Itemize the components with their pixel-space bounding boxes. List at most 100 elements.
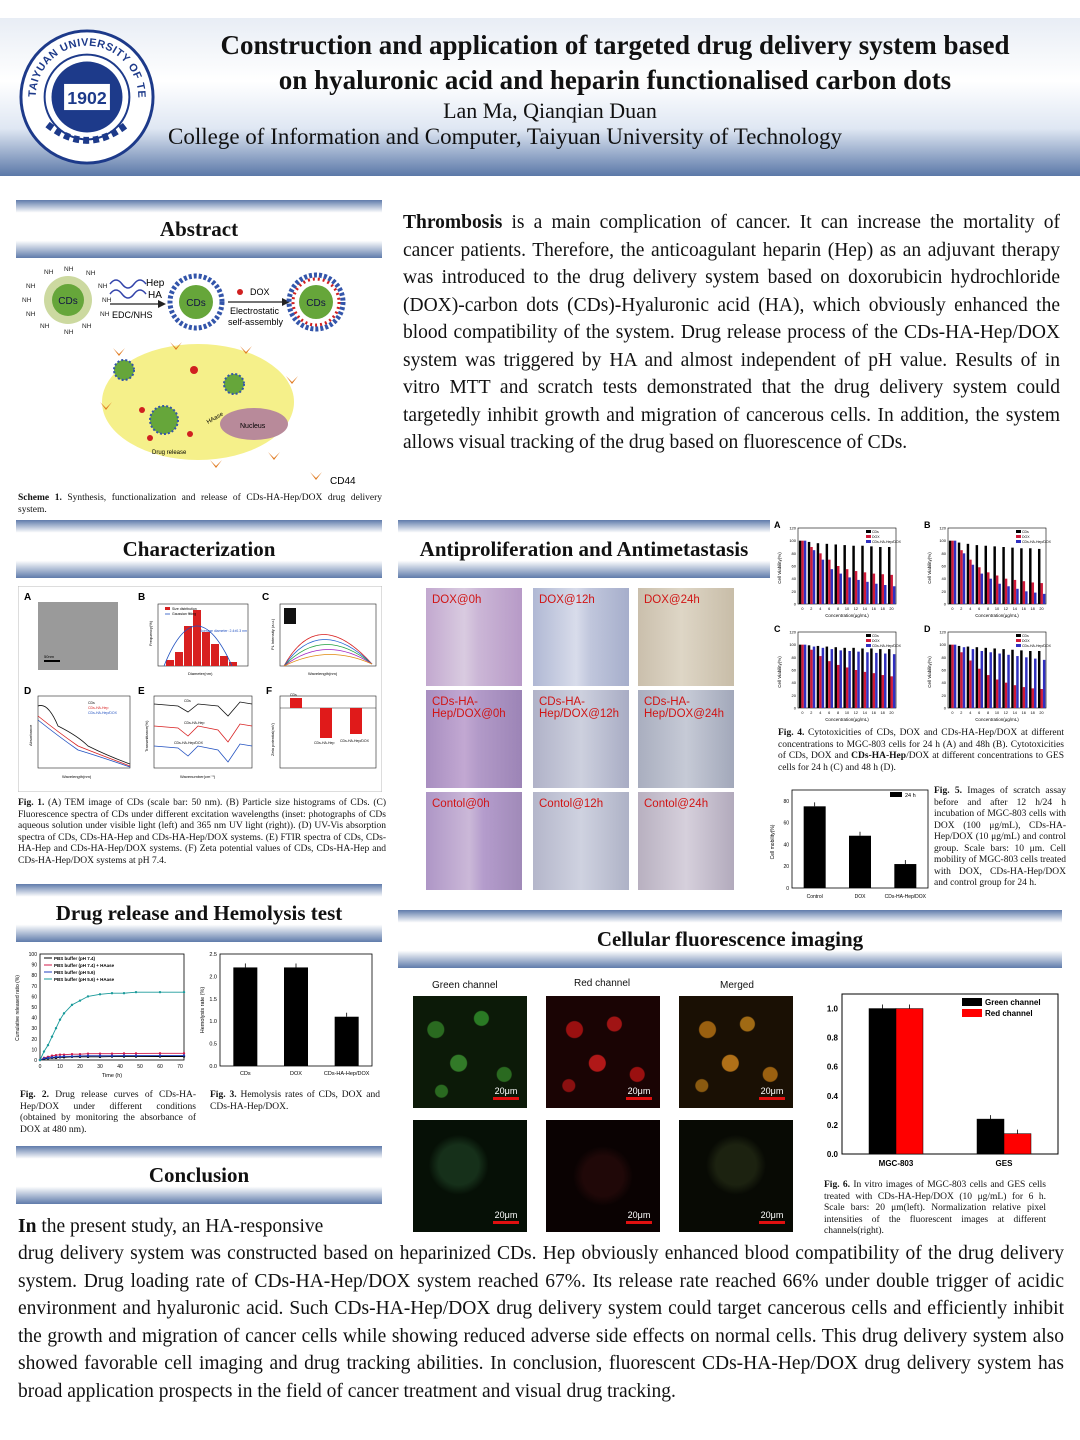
fig4-x-tick: 10 [845,607,849,611]
fig2-point [42,1050,46,1053]
poster-title: Construction and application of targeted… [160,28,1070,98]
merged-label: Merged [720,980,754,991]
svg-text:Nucleus: Nucleus [240,423,266,430]
fig4-x-tick: 16 [872,607,876,611]
fig2-y-tick: 90 [31,963,37,969]
fig2-point [50,1035,54,1038]
drug-release-heading: Drug release and Hemolysis test [16,884,382,942]
fig4-bar [821,559,825,604]
fig4-panel-letter: D [924,624,931,634]
fig4-legend-label: CDs [1022,634,1029,638]
svg-text:CDs: CDs [306,298,325,309]
fig2-point [62,1012,66,1015]
fig2-point [158,1052,162,1055]
fig5-bar [849,835,871,888]
fig4-bar [834,544,838,604]
svg-text:Gaussian fitting: Gaussian fitting [172,612,196,616]
fig4-bar [798,540,802,604]
fig6-caption: Fig. 6. In vitro images of MGC-803 cells… [824,1180,1047,1236]
fig4-bar [801,644,804,708]
svg-text:CDs-HA-Hep: CDs-HA-Hep [88,706,108,710]
fig4-bar [881,675,885,708]
fig3-y-tick: 1.0 [209,1019,217,1025]
fig4-bar [875,583,878,604]
fig2-point [54,1055,58,1059]
fig2-y-tick: 40 [31,1016,37,1022]
fig4-y-tick: 120 [939,630,946,635]
fig4-bar [995,575,999,604]
fig4-bar [810,547,813,604]
svg-text:Electrostatic: Electrostatic [230,306,280,316]
fig4-bar [978,668,981,708]
fig2-point [62,1055,66,1058]
svg-text:CDs: CDs [290,693,297,697]
fig4-bar [951,540,954,604]
fig2-x-tick: 40 [117,1064,123,1070]
fig4-x-tick: 20 [1039,607,1043,611]
svg-text:CDs: CDs [186,298,205,309]
fig4-bar [887,547,891,604]
fig3-x-tick: DOX [290,1071,302,1077]
fig4-bar [879,547,882,604]
fig4-bar [948,540,952,604]
fig4-bar [879,649,882,708]
fig4-y-tick: 0 [794,602,797,607]
scratch-image-dox-0h: DOX@0h [426,588,522,686]
affiliation: College of Information and Computer, Tai… [168,124,843,149]
fig4-bar [995,679,999,708]
fig4-y-tick: 120 [789,630,796,635]
fig4-bar [828,559,831,604]
fig4-legend-swatch [1016,535,1021,538]
fig4-y-tick: 80 [792,655,797,660]
fig4-y-tick: 80 [942,551,947,556]
fig4-bar [1013,685,1017,708]
fig4-bar [798,644,802,708]
edc-label: EDC/NHS [112,310,153,320]
fig4-legend-swatch [866,639,871,642]
fig2-point [78,1054,82,1058]
svg-text:CDs-HA-Hep: CDs-HA-Hep [314,741,334,745]
fig1-panels: A B C D E F 50nm Size distribution Gauss… [18,586,382,792]
fig4-y-tick: 0 [944,706,947,711]
fig4-bar [1025,591,1028,604]
fig4-bar [848,577,851,604]
fig2-y-tick: 20 [31,1037,37,1043]
cd44-label: CD44 [330,476,356,487]
fig4-y-label: Cell Viability(%) [927,656,932,688]
fig2-legend-label: PBS buffer (pH 7.4) [54,956,96,961]
fig4-x-label: Concentration(μg/mL) [825,717,869,722]
fig4-x-tick: 0 [951,607,953,611]
fig4-bar [987,572,990,604]
fig4-bar [872,673,876,708]
fig4-bar [998,653,1001,708]
svg-text:self-assembly: self-assembly [228,317,284,327]
fig4-x-tick: 8 [987,711,989,715]
fig2-point [98,1054,102,1057]
fig4-y-tick: 100 [939,538,946,543]
fig2-point [134,1052,138,1055]
fig4-bar [1007,654,1010,708]
fig4-bar [1029,548,1032,604]
fig2-point [78,999,82,1002]
fig4-bar [892,586,896,604]
fig3-x-tick: CDs-HA-Hep/DOX [324,1071,370,1077]
fig4-x-tick: 12 [1004,607,1008,611]
fig4-panel-letter: C [774,624,781,634]
fig4-bar [957,542,961,604]
fig4-bar [1040,689,1043,708]
fig4-y-tick: 20 [792,693,797,698]
svg-text:E: E [138,686,145,697]
fig3-bar [284,967,308,1066]
fig4-x-tick: 10 [845,711,849,715]
fig4-bar [953,644,957,708]
fig2-legend-label: PBS buffer (pH 7.4) + HAase [54,963,115,968]
fig2-point [98,993,102,996]
fig4-bar [1037,651,1041,708]
fig4-bar [984,545,988,604]
fig6-intensity-chart: 0.0 0.2 0.4 0.6 0.8 1.0 Green channel Red chann… [827,993,1059,1168]
scratch-image-cds-24h: CDs-HA-Hep/DOX@24h [638,690,734,788]
fig4-bar [892,654,896,708]
cd-particle-3: CDs [286,272,346,332]
size-histogram [166,610,237,666]
